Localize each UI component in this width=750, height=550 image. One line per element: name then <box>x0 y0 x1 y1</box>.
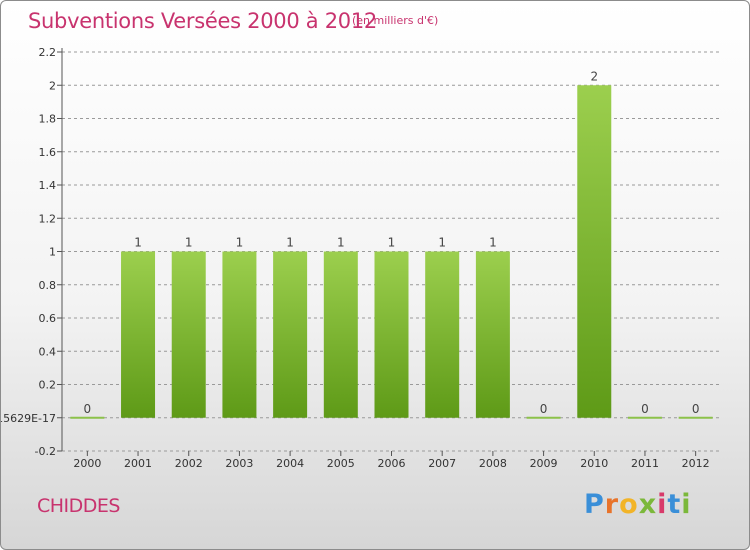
data-label-2007: 1 <box>438 236 446 250</box>
x-tick-label-2005: 2005 <box>327 457 355 470</box>
y-tick-label: 0.2 <box>39 379 57 392</box>
x-tick-label-2010: 2010 <box>580 457 608 470</box>
bar-2008 <box>475 251 510 418</box>
x-tick-label-2003: 2003 <box>225 457 253 470</box>
x-tick-label-2007: 2007 <box>428 457 456 470</box>
chart-unit: (en milliers d'€) <box>352 14 439 27</box>
bar-2001 <box>121 251 156 418</box>
chart-title: Subventions Versées 2000 à 2012 <box>28 9 377 33</box>
x-tick-label-2000: 2000 <box>73 457 101 470</box>
data-label-2010: 2 <box>590 69 598 83</box>
y-tick-label: 2 <box>49 79 56 92</box>
y-tick-label: 1.15629E-17 <box>1 412 56 425</box>
x-tick-label-2001: 2001 <box>124 457 152 470</box>
data-label-2000: 0 <box>84 402 92 416</box>
x-tick-labels: 2000 2001 2002 2003 2004 2005 2006 2007 2008 2009… <box>73 457 709 470</box>
bar-2006 <box>374 251 409 418</box>
x-tick-label-2009: 2009 <box>530 457 558 470</box>
y-tick-label: 0.4 <box>39 345 57 358</box>
bars <box>70 85 713 419</box>
bar-2011 <box>627 416 662 419</box>
x-tick-label-2006: 2006 <box>378 457 406 470</box>
y-tick-label: 1.4 <box>39 179 57 192</box>
x-tick-label-2008: 2008 <box>479 457 507 470</box>
y-tick-label: 1.8 <box>39 113 57 126</box>
x-tick-label-2012: 2012 <box>682 457 710 470</box>
bar-2005 <box>323 251 358 418</box>
x-tick-label-2011: 2011 <box>631 457 659 470</box>
bar-2007 <box>425 251 460 418</box>
data-label-2012: 0 <box>692 402 700 416</box>
y-tick-label: 0.8 <box>39 279 57 292</box>
data-label-2001: 1 <box>134 236 142 250</box>
data-label-2002: 1 <box>185 236 193 250</box>
x-tick-label-2004: 2004 <box>276 457 304 470</box>
axes <box>57 48 697 456</box>
data-labels: 0 1 1 1 1 1 1 1 1 0 2 0 0 <box>84 69 700 416</box>
y-tick-label: 0.6 <box>39 312 57 325</box>
y-tick-label: 1.2 <box>39 212 57 225</box>
y-tick-labels: 2.2 2 1.8 1.6 1.4 1.2 1 0.8 0.6 0.4 0.2 1.15629E-17… <box>1 46 56 458</box>
x-tick-label-2002: 2002 <box>175 457 203 470</box>
data-label-2004: 1 <box>286 236 294 250</box>
bar-2004 <box>273 251 308 418</box>
data-label-2009: 0 <box>540 402 548 416</box>
bar-2000 <box>70 416 105 419</box>
y-tick-label: -0.2 <box>35 445 56 458</box>
bar-2002 <box>171 251 206 418</box>
data-label-2008: 1 <box>489 236 497 250</box>
y-tick-label: 1.6 <box>39 146 57 159</box>
y-tick-label: 2.2 <box>39 46 57 59</box>
data-label-2006: 1 <box>388 236 396 250</box>
bar-2009 <box>526 416 561 419</box>
proxiti-logo[interactable]: Proxiti <box>584 489 692 520</box>
bar-2003 <box>222 251 257 418</box>
data-label-2005: 1 <box>337 236 345 250</box>
bar-2012 <box>678 416 713 419</box>
data-label-2003: 1 <box>236 236 244 250</box>
bar-2010 <box>577 85 612 418</box>
data-label-2011: 0 <box>641 402 649 416</box>
commune-name: CHIDDES <box>37 495 120 517</box>
y-tick-label: 1 <box>49 246 56 259</box>
